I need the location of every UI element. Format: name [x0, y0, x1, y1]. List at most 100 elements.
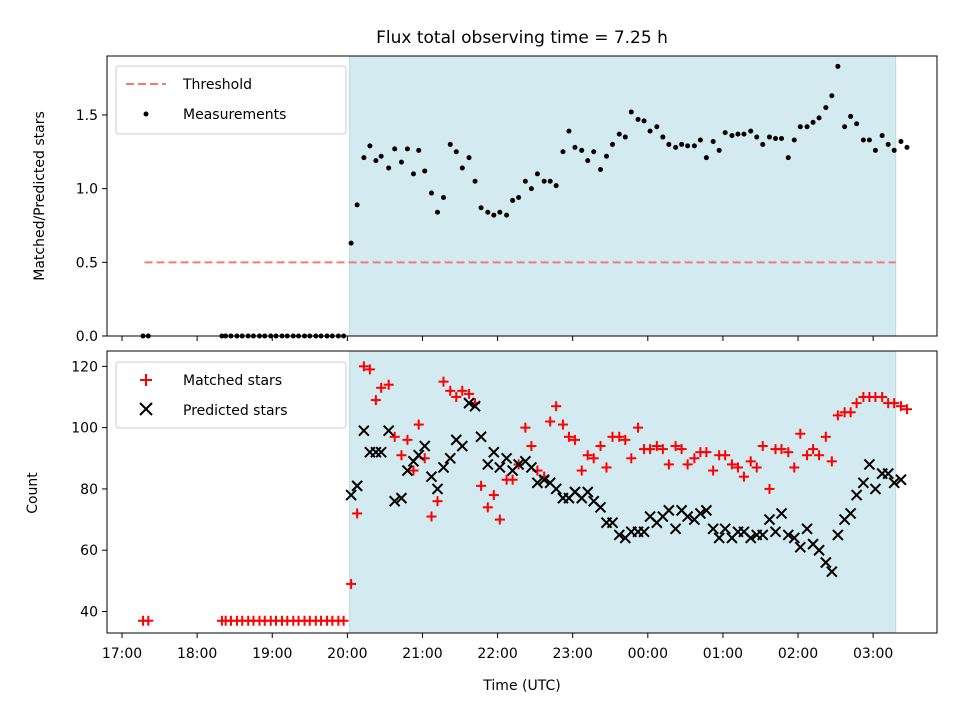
predicted-star-marker: [488, 446, 500, 458]
top-plot-frame: [106, 55, 938, 337]
measurement-point: [434, 209, 440, 215]
matched-star-marker: [789, 462, 800, 473]
measurement-point: [679, 141, 685, 147]
measurement-point: [741, 131, 747, 137]
measurement-point: [879, 133, 885, 139]
matched-star-marker: [757, 441, 768, 452]
predicted-star-marker: [494, 461, 506, 474]
matched-star-marker: [426, 511, 437, 522]
measurement-point: [522, 178, 528, 184]
measurement-point: [410, 171, 416, 177]
measurement-point: [616, 131, 622, 137]
x-tick-label: 18:00: [177, 646, 217, 662]
predicted-star-marker: [888, 477, 900, 489]
predicted-star-marker: [358, 424, 370, 437]
predicted-star-marker: [606, 516, 619, 529]
measurement-point: [447, 141, 453, 147]
x-tick-label: 19:00: [252, 646, 292, 662]
predicted-star-marker: [882, 467, 894, 480]
measurement-point: [610, 141, 616, 147]
matched-star-marker: [895, 401, 906, 412]
matched-star-marker: [396, 450, 407, 461]
matched-star-marker: [720, 450, 731, 461]
matched-star-marker: [488, 490, 499, 501]
matched-star-marker: [814, 450, 825, 461]
matched-star-marker: [845, 407, 856, 418]
top-y-axis-label: Matched/Predicted stars: [32, 111, 48, 281]
measurement-point: [491, 212, 497, 218]
measurement-point: [373, 158, 379, 164]
predicted-star-marker: [469, 400, 481, 412]
predicted-star-marker: [844, 507, 857, 520]
measurement-point: [516, 194, 522, 200]
predicted-star-marker: [482, 458, 494, 471]
measurement-point: [541, 178, 547, 184]
measurement-point: [848, 113, 854, 119]
predicted-star-marker: [638, 526, 650, 538]
top-y-tick-label: 0.5: [76, 255, 98, 271]
measurement-point: [566, 128, 572, 134]
predicted-star-marker: [550, 483, 562, 495]
measurement-point: [898, 138, 904, 144]
x-tick-label: 23:00: [553, 646, 593, 662]
measurement-point: [547, 178, 553, 184]
measurement-point: [398, 159, 404, 165]
predicted-star-marker: [531, 477, 544, 489]
predicted-star-marker: [594, 501, 607, 514]
predicted-star-marker: [832, 529, 844, 541]
matched-star-marker: [526, 441, 537, 452]
measurement-point: [441, 194, 447, 200]
predicted-star-marker: [582, 486, 594, 498]
predicted-star-marker: [801, 523, 813, 535]
measurement-point: [597, 166, 603, 172]
measurement-point: [504, 212, 510, 218]
matched-star-marker: [346, 578, 357, 589]
measurement-point: [785, 155, 791, 161]
predicted-star-marker: [351, 480, 363, 492]
matched-star-marker: [832, 410, 843, 421]
matched-star-marker: [457, 385, 468, 396]
measurement-point: [760, 141, 766, 147]
measurement-point: [428, 190, 434, 196]
predicted-star-marker: [763, 513, 776, 526]
bottom-panel: 40 60 80 100 120 17:00 18:00 19:00 20:00 21:00 22…: [25, 350, 938, 694]
measurement-point: [673, 144, 679, 150]
measurement-point: [361, 155, 367, 161]
measurement-point: [654, 124, 660, 130]
x-tick-label: 22:00: [477, 646, 517, 662]
matched-star-marker: [802, 450, 813, 461]
predicted-star-marker: [788, 532, 800, 544]
matched-star-marker: [676, 444, 687, 455]
measurement-point: [466, 155, 472, 161]
matched-star-marker: [494, 514, 505, 525]
matched-star-marker: [595, 441, 606, 452]
x-tick-label: 17:00: [102, 646, 142, 662]
measurement-point: [722, 130, 728, 136]
matched-legend-swatch: [140, 374, 152, 386]
x-tick-label: 02:00: [778, 646, 818, 662]
matched-star-marker: [408, 465, 419, 476]
predicted-star-marker: [413, 449, 425, 461]
predicted-star-marker: [456, 440, 468, 452]
measurement-point: [816, 115, 822, 121]
matched-star-marker: [551, 401, 562, 412]
matched-star-marker: [701, 447, 712, 458]
predicted-star-marker: [775, 507, 788, 520]
top-y-tick-label: 1.0: [76, 182, 98, 198]
bottom-legend: Matched stars Predicted stars: [115, 361, 347, 429]
measurement-point: [635, 116, 641, 122]
predicted-star-marker: [869, 483, 882, 495]
measurement-point: [754, 134, 760, 140]
predicted-star-marker: [850, 489, 863, 501]
predicted-star-marker: [538, 474, 550, 486]
chart-title: Flux total observing time = 7.25 h: [376, 28, 668, 48]
predicted-star-marker: [895, 474, 907, 486]
matched-star-marker: [358, 361, 369, 372]
predicted-star-marker: [345, 489, 357, 501]
predicted-star-marker: [820, 556, 832, 569]
matched-star-marker: [601, 462, 612, 473]
matched-star-marker: [451, 391, 462, 402]
x-tick-label: 01:00: [703, 646, 743, 662]
predicted-star-marker: [719, 523, 731, 535]
measurement-point: [729, 133, 735, 139]
